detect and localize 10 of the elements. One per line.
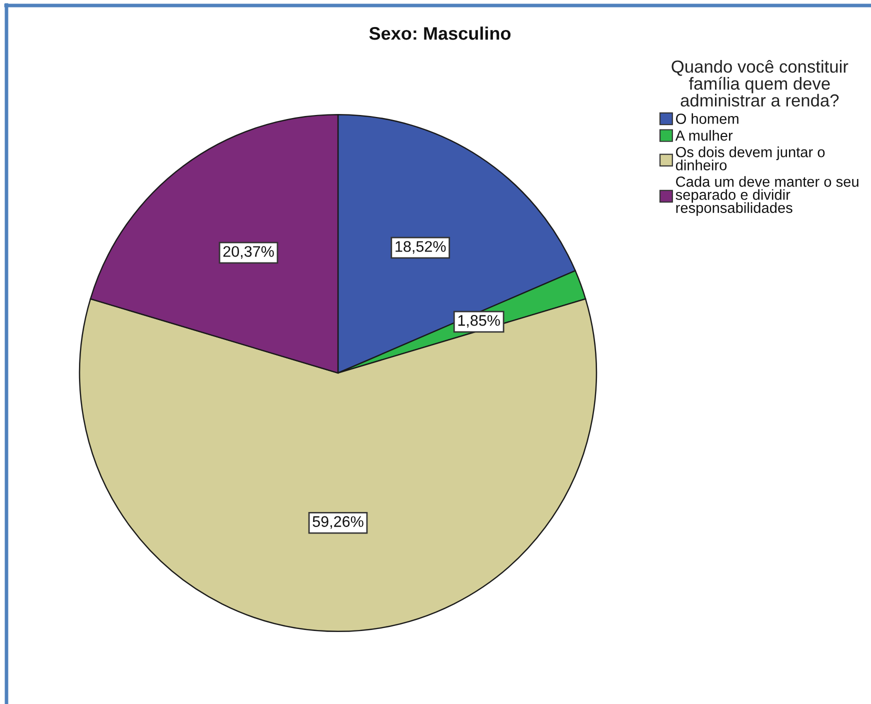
data-label: 1,85% — [458, 315, 500, 328]
data-label: 18,52% — [396, 241, 446, 254]
data-label: 20,37% — [223, 246, 274, 259]
legend-label: A mulher — [675, 130, 733, 141]
data-label: 59,26% — [312, 516, 364, 529]
legend-title: Quando você constituir família quem deve administrar a renda? — [672, 60, 848, 107]
chart-title: Sexo: Masculino — [369, 26, 511, 40]
legend-label: O homem — [676, 113, 738, 124]
legend-label: Cada um deve manter o seu separado e dividir responsabilidades — [676, 176, 858, 216]
legend-label: Os dois devem juntar o dinheiro — [676, 146, 825, 170]
